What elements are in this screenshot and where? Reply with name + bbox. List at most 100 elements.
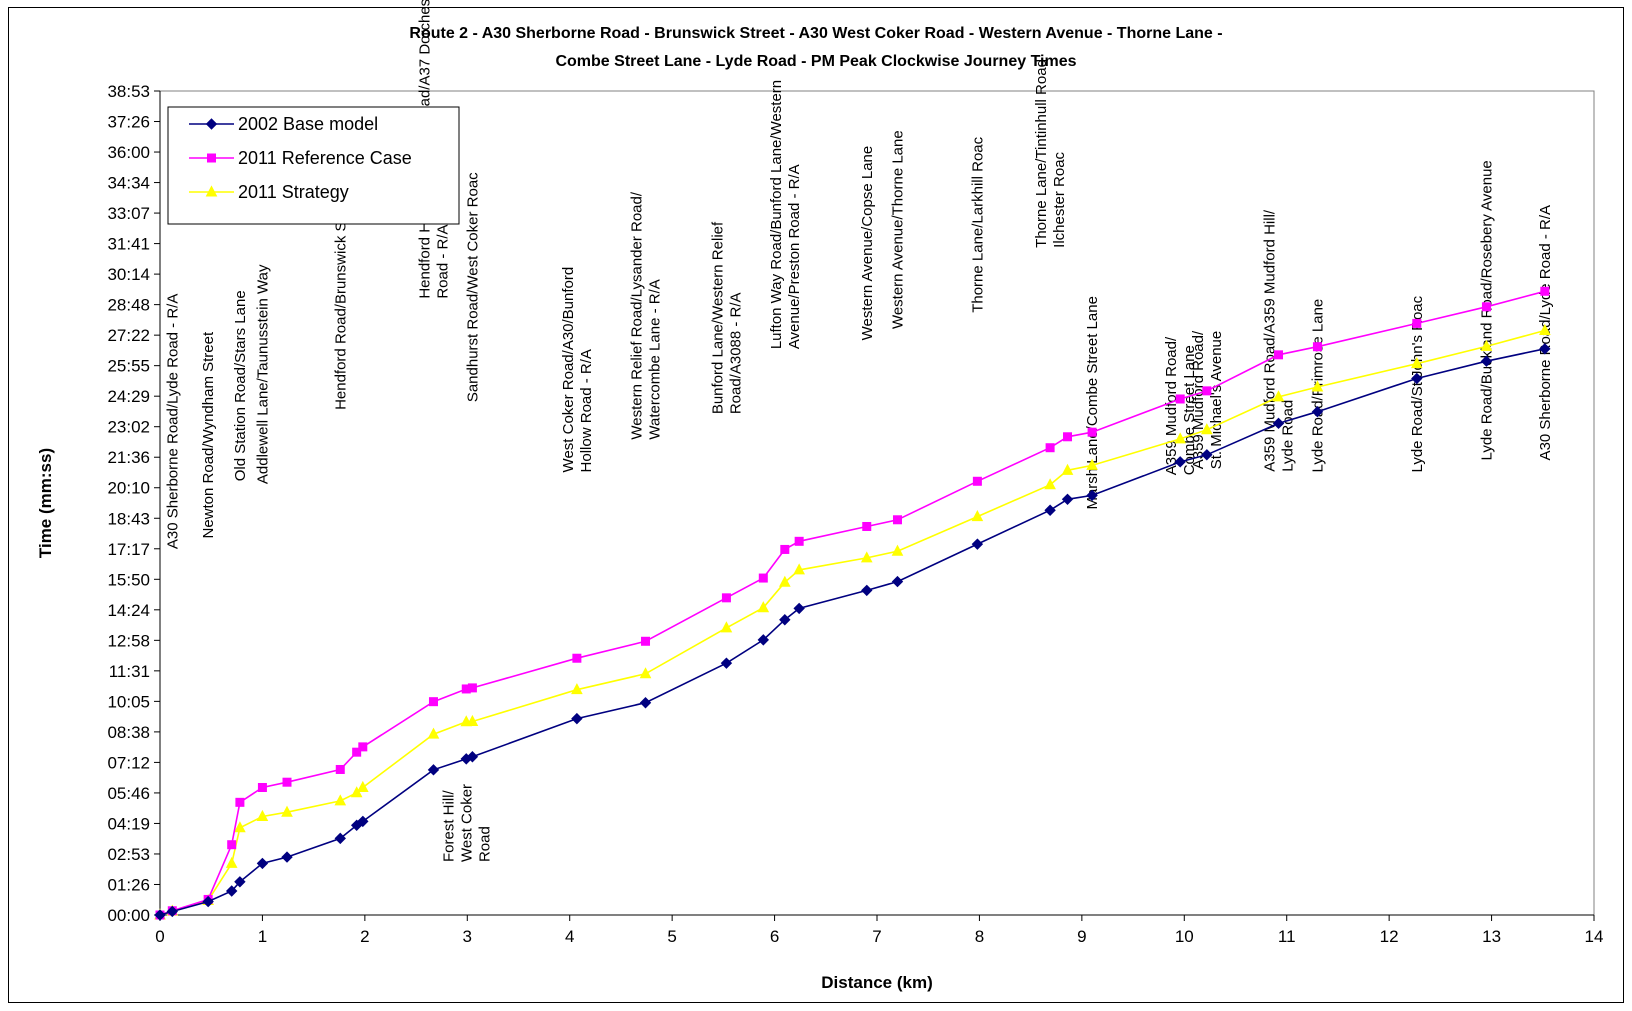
- data-point-square: [1274, 350, 1284, 360]
- series-line: [159, 329, 1546, 916]
- x-tick-label: 3: [463, 927, 472, 946]
- data-point-diamond: [205, 118, 218, 130]
- data-point-square: [572, 653, 582, 663]
- data-point-diamond: [427, 764, 440, 776]
- annotation-line: Addlewell Lane/Taunusstein Way: [254, 264, 271, 484]
- data-point-square: [235, 797, 245, 807]
- data-point-square: [780, 544, 790, 554]
- annotation-line: Forest Hill/: [440, 790, 457, 863]
- data-point-square: [758, 573, 768, 583]
- series-layer: [154, 286, 1551, 921]
- y-tick-label: 12:58: [107, 631, 150, 650]
- data-point-square: [972, 476, 982, 486]
- data-point-diamond: [334, 832, 346, 845]
- y-axis: 00:00 01:26 02:53 04:19 05:46 07:12 08:38 10:05…: [107, 82, 161, 925]
- x-tick-label: 5: [667, 927, 676, 946]
- data-point-square: [1540, 286, 1550, 296]
- legend-entry: 2002 Base model: [189, 114, 378, 134]
- point-annotation: Marsh Lane/Combe Street Lane: [1084, 296, 1101, 509]
- data-point-triangle: [350, 786, 363, 798]
- x-tick-label: 2: [360, 927, 369, 946]
- data-point-diamond: [281, 851, 293, 863]
- annotation-line: Hollow Road - R/A: [578, 349, 595, 472]
- annotation-line: A359 Mudford Road/: [1163, 336, 1180, 475]
- data-point-triangle: [1272, 390, 1285, 402]
- x-tick-label: 13: [1482, 927, 1501, 946]
- data-point-square: [335, 764, 345, 774]
- data-point-triangle: [891, 544, 904, 556]
- legend-label: 2011 Reference Case: [238, 148, 412, 168]
- y-tick-label: 04:19: [107, 814, 150, 833]
- point-annotation: Western Avenue/Thorne Lane: [889, 130, 906, 329]
- point-annotation: Addlewell Lane/Taunusstein Way: [254, 264, 271, 484]
- legend-entry: 2011 Strategy: [189, 182, 349, 202]
- point-annotation: Lyde Road/St John's Roac: [1409, 295, 1426, 472]
- data-point-square: [794, 536, 804, 546]
- y-tick-label: 14:24: [107, 601, 150, 620]
- y-tick-label: 07:12: [107, 753, 150, 772]
- point-annotation: Sandhurst Road/West Coker Roac: [464, 172, 481, 402]
- data-point-triangle: [234, 821, 246, 833]
- series-diamond: [154, 343, 1551, 921]
- x-tick-label: 8: [975, 927, 984, 946]
- x-tick-label: 12: [1380, 927, 1399, 946]
- data-point-triangle: [281, 805, 293, 817]
- data-point-triangle: [571, 683, 583, 695]
- data-point-square: [428, 697, 438, 707]
- annotation-line: A359 Mudford Road/A359 Mudford Hill/: [1262, 209, 1279, 472]
- data-point-triangle: [860, 551, 873, 563]
- data-point-triangle: [256, 809, 269, 821]
- annotation-line: Sandhurst Road/West Coker Roac: [464, 172, 481, 402]
- data-point-triangle: [466, 714, 479, 726]
- data-point-square: [257, 782, 267, 792]
- data-point-triangle: [1086, 458, 1098, 470]
- data-point-triangle: [639, 667, 652, 679]
- x-tick-label: 7: [872, 927, 881, 946]
- point-annotation: Bunford Lane/Western Relief Road/A3088 - …: [709, 221, 744, 414]
- data-point-diamond: [154, 909, 166, 921]
- y-tick-label: 21:36: [107, 448, 150, 467]
- data-point-triangle: [1410, 357, 1423, 369]
- y-tick-label: 08:38: [107, 723, 150, 742]
- data-point-square: [1312, 342, 1322, 352]
- y-tick-label: 01:26: [107, 875, 150, 894]
- point-annotation: Old Station Road/Stars Lane: [232, 290, 249, 481]
- point-annotation: A30 Sherborne Road/Lyde Road - R/A: [164, 294, 181, 549]
- data-point-diamond: [1201, 449, 1213, 461]
- legend-entry: 2011 Reference Case: [189, 148, 412, 168]
- y-tick-label: 18:43: [107, 509, 150, 528]
- data-point-diamond: [571, 712, 583, 725]
- data-point-diamond: [1086, 489, 1098, 502]
- x-tick-label: 11: [1278, 927, 1296, 946]
- data-point-square: [1175, 394, 1185, 404]
- point-annotation: Newton Road/Wyndham Street: [200, 331, 217, 538]
- x-tick-label: 4: [565, 927, 574, 946]
- data-point-square: [1087, 427, 1097, 437]
- x-tick-label: 1: [258, 927, 267, 946]
- y-tick-label: 02:53: [107, 845, 150, 864]
- y-tick-label: 36:00: [107, 143, 150, 162]
- annotation-line: Lyde Road: [1280, 400, 1297, 472]
- annotation-line: Avenue/Preston Road - R/A: [786, 164, 803, 349]
- annotation-line: Road/A3088 - R/A: [727, 292, 744, 414]
- series-square: [155, 286, 1550, 920]
- annotation-line: Thorne Lane/Larkhill Roac: [969, 136, 986, 312]
- data-point-diamond: [256, 857, 269, 870]
- data-point-square: [892, 515, 902, 525]
- x-tick-label: 9: [1077, 927, 1086, 946]
- data-point-diamond: [891, 575, 904, 588]
- point-annotation: Lufton Way Road/Bunford Lane/Western Aven…: [768, 80, 803, 349]
- point-annotation: Forest Hill/West Coker Road: [440, 784, 493, 862]
- y-tick-label: 10:05: [107, 692, 150, 711]
- annotation-line: Western Relief Road/Lysander Road/: [629, 191, 646, 439]
- data-point-triangle: [1311, 380, 1324, 392]
- data-point-triangle: [1174, 432, 1187, 444]
- y-tick-label: 34:34: [107, 174, 150, 193]
- y-tick-label: 30:14: [107, 265, 150, 284]
- data-point-diamond: [466, 751, 479, 763]
- x-tick-label: 14: [1585, 927, 1604, 946]
- data-point-diamond: [971, 538, 984, 550]
- annotation-line: Watercombe Lane - R/A: [647, 279, 664, 439]
- annotation-line: West Coker: [458, 784, 475, 862]
- annotation-line: Lyde Road/St John's Roac: [1409, 295, 1426, 472]
